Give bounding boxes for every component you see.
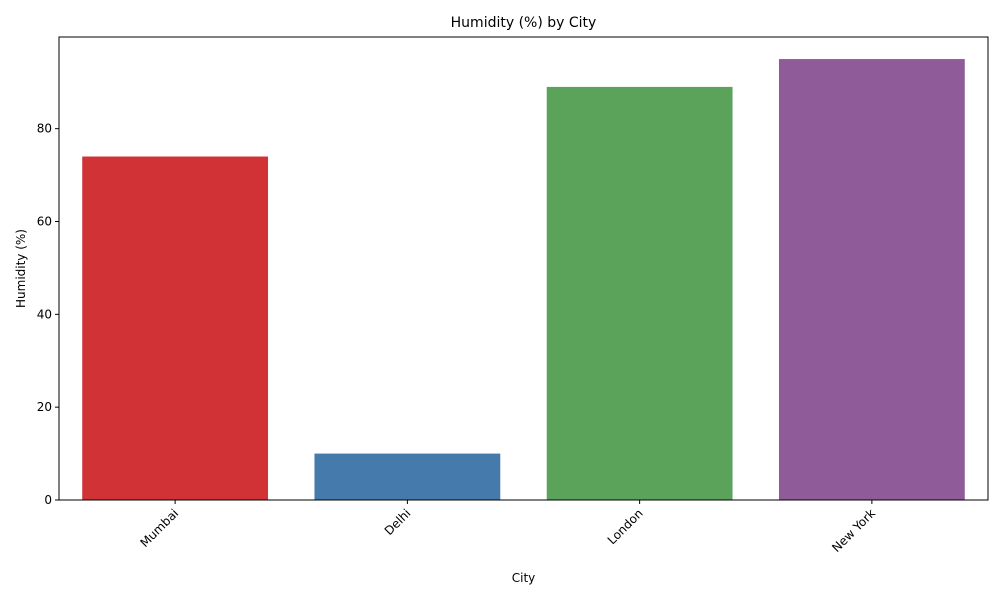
x-axis-ticks: Mumbai Delhi London New York [137,500,878,555]
plot-frame [58,36,989,501]
bar-new-york [778,59,965,501]
y-tick-label: 80 [37,122,52,136]
x-tick-label: Mumbai [137,506,181,550]
y-tick-label: 60 [37,215,52,229]
x-tick-label: Delhi [382,506,414,538]
y-tick-label: 40 [37,307,52,321]
x-axis-label: City [512,571,536,585]
y-tick-label: 20 [37,400,52,414]
y-tick-label: 0 [44,493,52,507]
x-tick-label: London [605,506,646,547]
x-tick-label: New York [829,506,878,555]
bar-london [546,86,733,500]
y-axis-label: Humidity (%) [14,229,28,308]
bars-layer [82,59,965,501]
bar-delhi [314,453,501,500]
chart-title: Humidity (%) by City [451,15,597,31]
y-axis-ticks: 0 20 40 60 80 [37,122,59,507]
bar-mumbai [82,156,269,500]
